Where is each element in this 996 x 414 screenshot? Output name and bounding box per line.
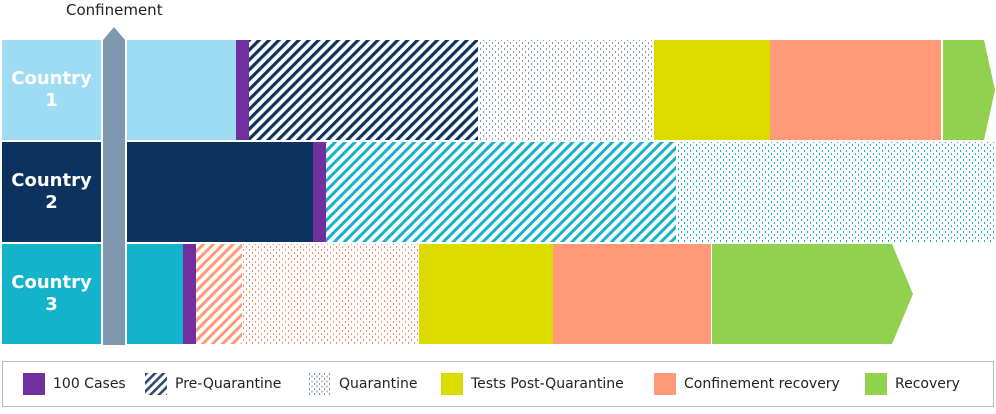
legend-item-quarantine: Quarantine: [309, 362, 418, 406]
legend-label-recovery: Recovery: [895, 376, 960, 392]
country-3-label-box: [2, 244, 101, 344]
legend-label-quarantine: Quarantine: [339, 376, 418, 392]
legend-swatch-quarantine: [309, 373, 331, 395]
country-3-confinement-recovery: [553, 244, 711, 344]
country-1-confinement-recovery: [770, 40, 941, 140]
country-3-initial-phase: [127, 244, 183, 344]
country-3-100-cases: [183, 244, 196, 344]
legend-label-100-cases: 100 Cases: [53, 376, 126, 392]
legend-label-tests-post-quarantine: Tests Post-Quarantine: [471, 376, 624, 392]
country-1-label-box: [2, 40, 101, 140]
country-1-tests-post-quarantine: [654, 40, 770, 140]
timeline-diagram: [2, 27, 995, 345]
country-1-100-cases: [236, 40, 249, 140]
country-3-label: Country 3: [11, 272, 92, 315]
legend-item-recovery: Recovery: [865, 362, 960, 406]
confinement-label: Confinement: [66, 1, 163, 19]
legend-swatch-tests-post-quarantine: [441, 373, 463, 395]
legend-swatch-pre-quarantine: [145, 373, 167, 395]
legend: 100 Cases Pre-Quarantine Qu: [2, 361, 994, 407]
country-2-label-box: [2, 142, 101, 242]
country-2-label: Country 2: [11, 170, 92, 213]
country-3-pre-quarantine: [196, 244, 242, 344]
legend-label-pre-quarantine: Pre-Quarantine: [175, 376, 282, 392]
country-3-tests-post-quarantine: [419, 244, 553, 344]
country-1-recovery-arrow: [943, 40, 995, 140]
legend-item-pre-quarantine: Pre-Quarantine: [145, 362, 281, 406]
country-1-quarantine: [478, 40, 654, 140]
country-1-label: Country 1: [11, 68, 92, 111]
country-3-recovery-arrow: [712, 244, 913, 344]
country-2-100-cases: [313, 142, 326, 242]
legend-swatch-100-cases: [23, 373, 45, 395]
confinement-bar: [103, 27, 125, 345]
legend-swatch-recovery: [865, 373, 887, 395]
country-3-quarantine: [242, 244, 419, 344]
legend-label-confinement-recovery: Confinement recovery: [684, 376, 840, 392]
country-1-pre-quarantine: [249, 40, 478, 140]
legend-item-confinement-recovery: Confinement recovery: [654, 362, 840, 406]
country-1-initial-phase: [127, 40, 236, 140]
legend-swatch-confinement-recovery: [654, 373, 676, 395]
country-2-quarantine: [676, 142, 995, 242]
legend-item-tests-post-quarantine: Tests Post-Quarantine: [441, 362, 624, 406]
legend-item-100-cases: 100 Cases: [23, 362, 126, 406]
country-2-pre-quarantine: [326, 142, 676, 242]
country-2-initial-phase: [127, 142, 313, 242]
